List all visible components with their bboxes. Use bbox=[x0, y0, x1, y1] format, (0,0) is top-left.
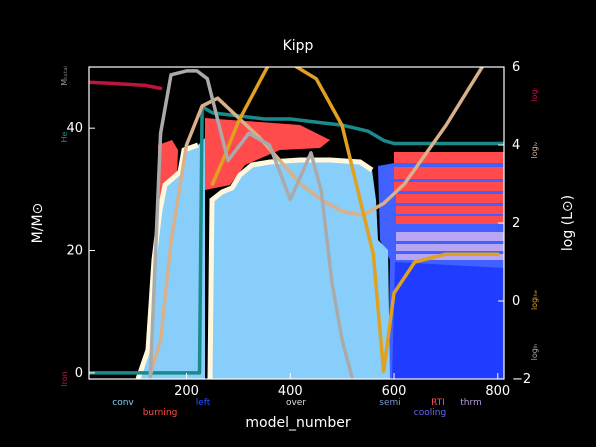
plot-regions bbox=[135, 118, 504, 379]
y-axis-left: 0 20 40 bbox=[66, 121, 95, 381]
legend-bottom-conv: conv bbox=[112, 398, 134, 408]
x-tick-label: 400 bbox=[278, 384, 303, 399]
legend-bottom-left: left bbox=[196, 398, 211, 408]
x-axis-label: model_number bbox=[245, 415, 350, 431]
y2-axis-label: log (L⊙) bbox=[560, 195, 576, 251]
x-tick-label: 600 bbox=[382, 384, 407, 399]
legend-left: Mₜₒₜₐₗ He Iron bbox=[60, 66, 69, 386]
legend-bottom-semi: semi bbox=[379, 398, 401, 408]
y-tick-label: 20 bbox=[66, 244, 83, 259]
x-axis: 200 400 600 800 bbox=[174, 373, 510, 399]
y-axis-label: M/M⊙ bbox=[30, 203, 46, 244]
region-over-left bbox=[135, 142, 199, 379]
region-over bbox=[207, 157, 374, 379]
legend-bottom-cooling: cooling bbox=[414, 408, 446, 418]
y-axis-right: −2 0 2 4 6 bbox=[498, 60, 531, 387]
legend-bottom-rti: RTI bbox=[431, 398, 445, 408]
legend-right-log: logₗᵥ bbox=[530, 142, 539, 159]
legend-right-log: logₗₕₑ bbox=[530, 290, 539, 310]
chart-title: Kipp bbox=[283, 38, 314, 54]
legend-right-log: logₗₕ bbox=[530, 344, 539, 361]
region-thrm bbox=[396, 232, 504, 260]
x-tick-label: 800 bbox=[485, 384, 510, 399]
x-tick-label: 200 bbox=[174, 384, 199, 399]
y2-tick-label: 6 bbox=[512, 60, 520, 75]
series-line-5 bbox=[210, 67, 500, 373]
region-left-core bbox=[392, 262, 504, 379]
legend-bottom-over: over bbox=[286, 398, 306, 408]
series-lines bbox=[89, 67, 504, 379]
legend-right: logₗ logₗᵥ logₗₕₑ logₗₕ bbox=[530, 88, 539, 360]
series-line-2 bbox=[89, 80, 163, 91]
y2-tick-label: 0 bbox=[512, 294, 520, 309]
y2-tick-label: −2 bbox=[512, 372, 531, 387]
legend-bottom-thrm: thrm bbox=[460, 398, 482, 408]
y2-tick-label: 4 bbox=[512, 138, 520, 153]
legend-bottom-burning: burning bbox=[143, 408, 178, 418]
legend-left-he: He bbox=[60, 131, 69, 142]
series-line-6 bbox=[148, 69, 355, 379]
y-tick-label: 0 bbox=[75, 366, 83, 381]
y2-tick-label: 2 bbox=[512, 216, 520, 231]
series-line-1 bbox=[89, 105, 504, 375]
legend-right-log: logₗ bbox=[530, 88, 539, 102]
y-tick-label: 40 bbox=[66, 121, 83, 136]
legend-left-m: Mₜₒₜₐₗ bbox=[60, 66, 69, 85]
legend-left-iron: Iron bbox=[60, 371, 69, 386]
series-line-4 bbox=[148, 67, 484, 377]
